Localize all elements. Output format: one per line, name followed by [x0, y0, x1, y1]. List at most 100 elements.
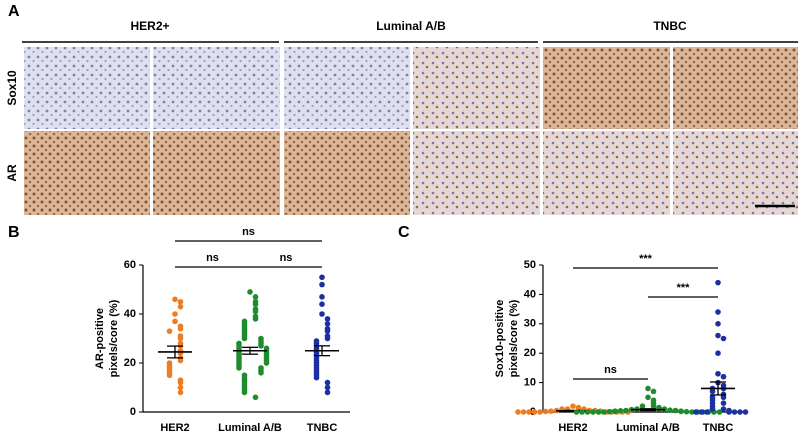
group-header: HER2+: [130, 19, 169, 33]
data-point: [575, 404, 582, 411]
data-point: [737, 409, 743, 415]
y-tick-label: 60: [124, 259, 136, 271]
data-point: [650, 388, 657, 395]
row-label: AR: [5, 164, 19, 182]
y-tick-label: 40: [524, 288, 536, 300]
data-point: [606, 408, 613, 415]
histology-image: [24, 131, 150, 215]
data-point: [241, 335, 248, 342]
data-point: [177, 303, 184, 310]
significance-label: ***: [677, 282, 691, 294]
x-tick-label: Luminal A/B: [616, 422, 680, 434]
histology-image: [543, 47, 670, 129]
data-point: [570, 403, 576, 409]
data-point: [573, 409, 580, 415]
data-point: [584, 409, 591, 415]
y-tick-label: 10: [524, 377, 536, 389]
x-tick-label: TNBC: [703, 422, 734, 434]
x-tick-label: HER2: [160, 422, 189, 434]
significance-label: ns: [280, 252, 293, 264]
data-point: [172, 296, 178, 303]
data-point: [595, 409, 602, 415]
data-point: [177, 384, 184, 391]
histology-image: [153, 47, 280, 129]
data-point: [579, 409, 585, 415]
y-axis-label: AR-positive: [94, 308, 106, 369]
histology-image: [284, 47, 410, 129]
panel-label: B: [8, 224, 20, 241]
histology-image: [24, 47, 150, 129]
y-tick-label: 0: [130, 406, 136, 418]
data-point: [526, 409, 532, 415]
data-point: [319, 301, 325, 308]
histology-image: [153, 131, 280, 215]
x-tick-label: TNBC: [307, 422, 338, 434]
data-point: [704, 409, 710, 415]
data-point: [324, 321, 331, 327]
significance-label: ***: [639, 253, 653, 265]
data-point: [720, 394, 727, 401]
data-point: [693, 409, 699, 415]
data-point: [252, 316, 259, 322]
y-tick-label: 50: [524, 259, 536, 271]
row-label: Sox10: [5, 70, 19, 106]
significance-label: ns: [242, 226, 255, 238]
data-point: [252, 294, 259, 300]
data-point: [548, 408, 554, 414]
y-tick-label: 20: [524, 347, 536, 359]
significance-label: ns: [206, 252, 219, 264]
data-point: [247, 289, 253, 295]
data-point: [172, 311, 178, 317]
histology-image: [413, 131, 540, 215]
data-point: [709, 388, 716, 395]
group-header: TNBC: [653, 19, 687, 33]
panel-label: A: [8, 3, 20, 20]
data-point: [324, 379, 331, 386]
data-point: [177, 357, 184, 364]
data-point: [601, 409, 607, 415]
y-tick-label: 20: [124, 357, 136, 369]
data-point: [720, 406, 727, 412]
data-point: [252, 394, 259, 401]
data-point: [590, 409, 596, 415]
histology-image: [284, 131, 410, 215]
data-point: [617, 408, 624, 414]
data-point: [715, 370, 721, 377]
data-point: [520, 409, 527, 415]
data-point: [241, 389, 248, 396]
data-point: [531, 409, 538, 415]
data-point: [742, 409, 749, 415]
histology-image: [413, 47, 540, 129]
data-point: [177, 298, 184, 305]
data-point: [715, 321, 721, 327]
data-point: [313, 374, 320, 381]
data-point: [252, 301, 259, 308]
data-point: [650, 403, 657, 409]
histology-image: [673, 131, 798, 215]
data-point: [324, 384, 331, 391]
data-point: [324, 316, 331, 322]
data-point: [715, 279, 721, 286]
panel-a: A HER2+ Luminal A/B TNBC Sox10 AR: [5, 3, 798, 215]
data-point: [709, 406, 716, 412]
group-header: Luminal A/B: [376, 19, 446, 33]
x-tick-label: Luminal A/B: [218, 422, 282, 434]
data-point: [177, 335, 184, 342]
data-point: [720, 335, 727, 342]
data-point: [324, 389, 331, 396]
data-point: [258, 343, 264, 349]
data-point: [683, 408, 690, 415]
data-point: [319, 281, 325, 288]
data-point: [667, 407, 673, 414]
histology-image: [543, 131, 670, 215]
y-tick-label: 30: [524, 318, 536, 330]
data-point: [324, 328, 331, 334]
data-point: [639, 403, 646, 409]
data-point: [715, 350, 721, 357]
data-point: [319, 311, 325, 317]
data-point: [720, 400, 727, 406]
data-point: [172, 318, 178, 325]
y-axis-label: Sox10-positive: [494, 300, 506, 378]
x-tick-label: HER2: [558, 422, 587, 434]
